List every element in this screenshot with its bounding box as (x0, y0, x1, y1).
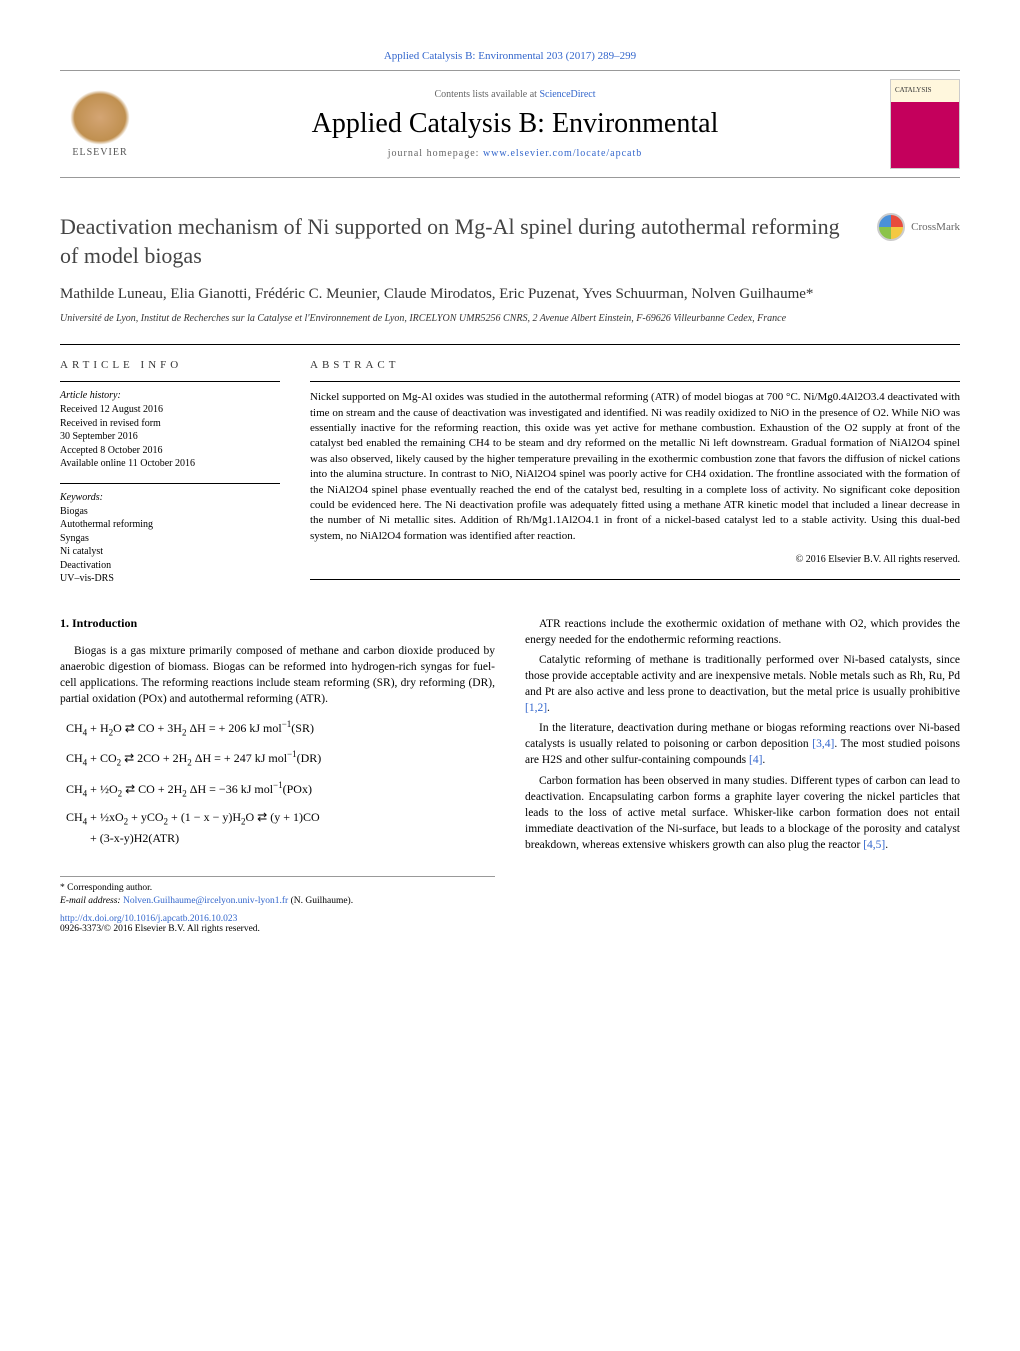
equation-sr: CH4 + H2O ⇄ CO + 3H2 ΔH = + 206 kJ mol−1… (66, 719, 495, 737)
section-1-heading: 1. Introduction (60, 616, 495, 631)
ref-link-4-5[interactable]: [4,5] (863, 839, 885, 851)
history-revised-2: 30 September 2016 (60, 430, 280, 444)
header-center: Contents lists available at ScienceDirec… (140, 89, 890, 159)
elsevier-logo[interactable]: ELSEVIER (60, 84, 140, 164)
paragraph-3: Catalytic reforming of methane is tradit… (525, 652, 960, 716)
keywords-block: Keywords: Biogas Autothermal reforming S… (60, 483, 280, 586)
abstract-copyright: © 2016 Elsevier B.V. All rights reserved… (310, 554, 960, 565)
paragraph-2: ATR reactions include the exothermic oxi… (525, 616, 960, 648)
body-columns: 1. Introduction Biogas is a gas mixture … (60, 616, 960, 934)
crossmark-label: CrossMark (911, 221, 960, 233)
keyword-5: Deactivation (60, 559, 280, 573)
ref-link-1-2[interactable]: [1,2] (525, 702, 547, 714)
article-info-heading: ARTICLE INFO (60, 359, 280, 371)
ref-link-3-4[interactable]: [3,4] (812, 738, 834, 750)
email-line: E-mail address: Nolven.Guilhaume@ircelyo… (60, 896, 495, 906)
paragraph-4: In the literature, deactivation during m… (525, 720, 960, 768)
equation-atr-b: + (3-x-y)H2(ATR) (90, 831, 495, 846)
paragraph-1: Biogas is a gas mixture primarily compos… (60, 643, 495, 707)
abstract-column: ABSTRACT Nickel supported on Mg-Al oxide… (310, 359, 960, 586)
keyword-4: Ni catalyst (60, 545, 280, 559)
corresponding-footer: * Corresponding author. E-mail address: … (60, 876, 495, 934)
ref-link-4[interactable]: [4] (749, 754, 762, 766)
history-online: Available online 11 October 2016 (60, 457, 280, 471)
elsevier-tree-icon (70, 90, 130, 145)
abstract-text: Nickel supported on Mg-Al oxides was stu… (310, 390, 960, 544)
keyword-3: Syngas (60, 532, 280, 546)
equation-dr: CH4 + CO2 ⇄ 2CO + 2H2 ΔH = + 247 kJ mol−… (66, 749, 495, 767)
keywords-label: Keywords: (60, 492, 280, 503)
homepage-prefix: journal homepage: (388, 148, 483, 159)
history-label: Article history: (60, 390, 280, 401)
keyword-6: UV–vis-DRS (60, 572, 280, 586)
issn-copyright: 0926-3373/© 2016 Elsevier B.V. All right… (60, 924, 495, 934)
doi-link[interactable]: http://dx.doi.org/10.1016/j.apcatb.2016.… (60, 914, 237, 924)
journal-cover-thumb[interactable] (890, 79, 960, 169)
article-title: Deactivation mechanism of Ni supported o… (60, 213, 840, 270)
info-abstract-row: ARTICLE INFO Article history: Received 1… (60, 344, 960, 586)
affiliation: Université de Lyon, Institut de Recherch… (60, 313, 960, 324)
abstract-rule (310, 579, 960, 580)
journal-name: Applied Catalysis B: Environmental (140, 108, 890, 140)
history-received: Received 12 August 2016 (60, 403, 280, 417)
history-accepted: Accepted 8 October 2016 (60, 444, 280, 458)
p3-text-a: Catalytic reforming of methane is tradit… (525, 654, 960, 698)
p4-text-c: . (762, 754, 765, 766)
keyword-1: Biogas (60, 505, 280, 519)
contents-prefix: Contents lists available at (434, 89, 539, 100)
p3-text-b: . (547, 702, 550, 714)
title-section: Deactivation mechanism of Ni supported o… (60, 213, 960, 324)
abstract-heading: ABSTRACT (310, 359, 960, 371)
history-revised-1: Received in revised form (60, 417, 280, 431)
homepage-line: journal homepage: www.elsevier.com/locat… (140, 148, 890, 159)
authors-line: Mathilde Luneau, Elia Gianotti, Frédéric… (60, 284, 960, 305)
homepage-link[interactable]: www.elsevier.com/locate/apcatb (483, 148, 642, 159)
header-bar: ELSEVIER Contents lists available at Sci… (60, 70, 960, 178)
corresponding-email-link[interactable]: Nolven.Guilhaume@ircelyon.univ-lyon1.fr (123, 896, 288, 906)
paragraph-5: Carbon formation has been observed in ma… (525, 773, 960, 853)
elsevier-label: ELSEVIER (72, 147, 127, 158)
doi-line: http://dx.doi.org/10.1016/j.apcatb.2016.… (60, 914, 495, 924)
sciencedirect-link[interactable]: ScienceDirect (539, 89, 595, 100)
equation-atr-a: CH4 + ½xO2 + yCO2 + (1 − x − y)H2O ⇄ (y … (66, 810, 495, 826)
contents-line: Contents lists available at ScienceDirec… (140, 89, 890, 100)
history-block: Article history: Received 12 August 2016… (60, 381, 280, 471)
abstract-body: Nickel supported on Mg-Al oxides was stu… (310, 381, 960, 565)
journal-citation[interactable]: Applied Catalysis B: Environmental 203 (… (60, 50, 960, 62)
keyword-2: Autothermal reforming (60, 518, 280, 532)
p5-text-b: . (885, 839, 888, 851)
crossmark-badge[interactable]: CrossMark (877, 213, 960, 241)
equation-pox: CH4 + ½O2 ⇄ CO + 2H2 ΔH = −36 kJ mol−1(P… (66, 780, 495, 798)
journal-citation-link[interactable]: Applied Catalysis B: Environmental 203 (… (384, 50, 636, 62)
left-column: 1. Introduction Biogas is a gas mixture … (60, 616, 495, 934)
email-label: E-mail address: (60, 896, 123, 906)
crossmark-icon (877, 213, 905, 241)
article-info-column: ARTICLE INFO Article history: Received 1… (60, 359, 280, 586)
right-column: ATR reactions include the exothermic oxi… (525, 616, 960, 934)
p5-text-a: Carbon formation has been observed in ma… (525, 775, 960, 851)
corresponding-label: * Corresponding author. (60, 883, 495, 893)
page-container: Applied Catalysis B: Environmental 203 (… (0, 0, 1020, 974)
email-suffix: (N. Guilhaume). (288, 896, 353, 906)
